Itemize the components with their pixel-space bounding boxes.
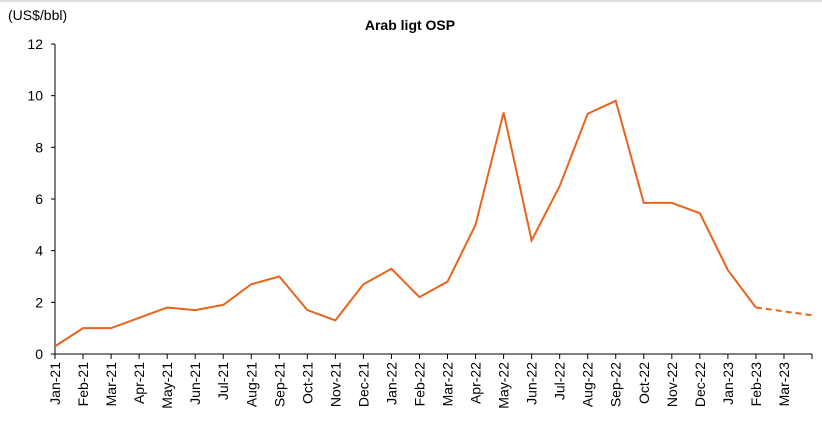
x-tick-label: Mar-22 [440, 362, 456, 407]
x-tick-label: May-21 [159, 362, 175, 409]
x-tick-label: Dec-22 [692, 362, 708, 407]
x-tick-label: Mar-21 [103, 362, 119, 407]
x-tick-label: May-22 [496, 362, 512, 409]
x-tick-label: Oct-22 [636, 362, 652, 404]
y-axis-label: (US$/bbl) [8, 7, 67, 23]
y-tick-label: 4 [35, 243, 43, 259]
y-tick-label: 12 [27, 36, 43, 52]
x-tick-label: Feb-21 [75, 362, 91, 407]
x-tick-label: Jan-21 [47, 362, 63, 405]
data-line [54, 99, 757, 348]
y-tick-label: 8 [35, 139, 43, 155]
x-tick-label: Aug-22 [580, 362, 596, 407]
x-tick-label: Nov-22 [664, 362, 680, 407]
x-tick-label: Jan-22 [383, 362, 399, 405]
x-tick-label: Jul-22 [552, 362, 568, 400]
x-tick-label: Dec-21 [355, 362, 371, 407]
x-tick-label: Jan-23 [720, 362, 736, 405]
x-tick-label: Apr-22 [468, 362, 484, 404]
x-tick-label: Oct-21 [299, 362, 315, 404]
x-tick-label: Jul-21 [215, 362, 231, 400]
chart-title: Arab ligt OSP [365, 17, 455, 33]
x-tick-label: Jun-21 [187, 362, 203, 405]
x-tick-label: Sep-21 [271, 362, 287, 407]
x-tick-label: Feb-23 [748, 362, 764, 407]
y-tick-label: 6 [35, 191, 43, 207]
y-tick-label: 0 [35, 346, 43, 362]
y-tick-label: 10 [27, 88, 43, 104]
data-line [755, 306, 813, 317]
x-tick-label: Aug-21 [243, 362, 259, 407]
x-tick-label: Feb-22 [411, 362, 427, 407]
y-tick-label: 2 [35, 294, 43, 310]
x-tick-label: Jun-22 [524, 362, 540, 405]
x-tick-label: Nov-21 [327, 362, 343, 407]
x-tick-label: Apr-21 [131, 362, 147, 404]
x-tick-label: Sep-22 [608, 362, 624, 407]
x-tick-label: Mar-23 [776, 362, 792, 407]
